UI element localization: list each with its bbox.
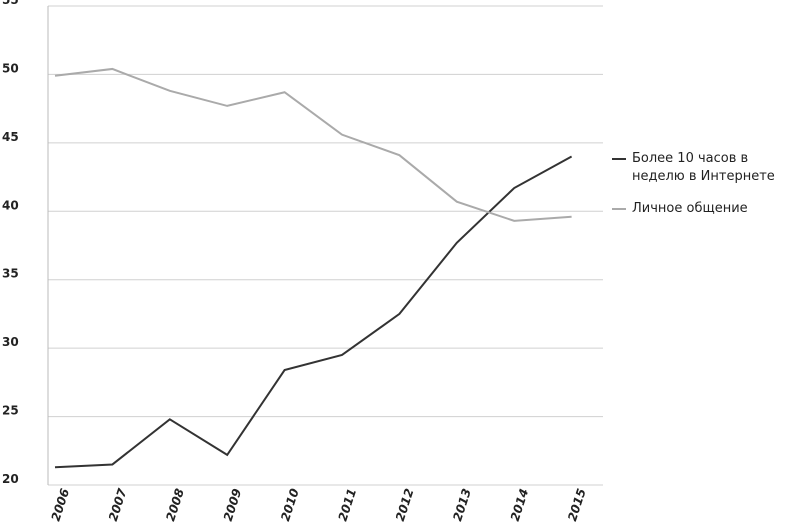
x-tick-label: 2011 (336, 487, 360, 523)
legend-swatch (612, 208, 626, 210)
legend-item: Более 10 часов в неделю в Интернете (612, 150, 790, 186)
x-tick-label: 2009 (221, 487, 245, 523)
x-tick-label: 2010 (278, 487, 302, 523)
y-tick-label: 25 (2, 404, 19, 418)
x-tick-label: 2014 (508, 487, 532, 523)
legend-swatch (612, 158, 626, 160)
x-tick-label: 2012 (393, 487, 417, 523)
legend: Более 10 часов в неделю в Интернете Лично… (612, 150, 790, 232)
x-tick-label: 2007 (106, 486, 130, 523)
x-tick-label: 2008 (163, 487, 187, 523)
y-tick-label: 30 (2, 335, 19, 349)
series-line (54, 67, 572, 222)
y-tick-label: 50 (2, 61, 19, 75)
y-tick-label: 40 (2, 198, 19, 212)
x-tick-label: 2015 (565, 487, 589, 523)
y-tick-label: 55 (2, 0, 19, 7)
legend-label: Личное общение (632, 201, 748, 216)
y-tick-label: 45 (2, 130, 19, 144)
legend-label: Более 10 часов в неделю в Интернете (632, 151, 775, 184)
x-tick-label: 2006 (49, 487, 73, 523)
y-tick-label: 35 (2, 267, 19, 281)
y-tick-label: 20 (2, 472, 19, 486)
series-line (54, 155, 573, 469)
x-tick-label: 2013 (450, 487, 474, 523)
legend-item: Личное общение (612, 200, 790, 218)
